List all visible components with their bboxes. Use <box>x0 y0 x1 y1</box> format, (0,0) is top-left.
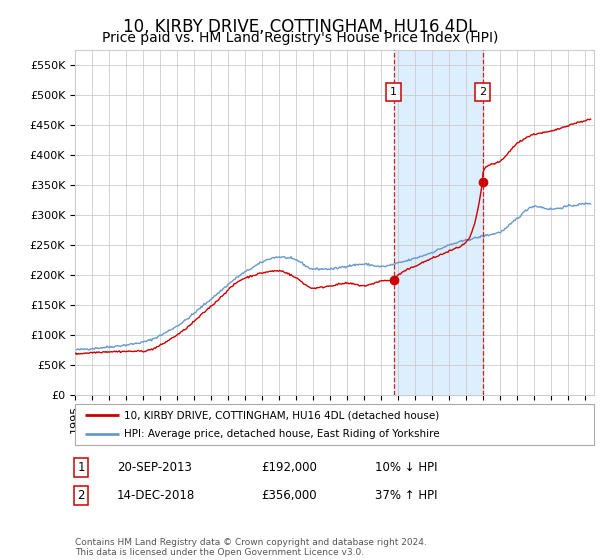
FancyBboxPatch shape <box>75 404 594 445</box>
Text: 2: 2 <box>479 87 486 97</box>
Text: 10, KIRBY DRIVE, COTTINGHAM, HU16 4DL (detached house): 10, KIRBY DRIVE, COTTINGHAM, HU16 4DL (d… <box>124 410 440 421</box>
Text: Price paid vs. HM Land Registry's House Price Index (HPI): Price paid vs. HM Land Registry's House … <box>102 31 498 45</box>
Text: 1: 1 <box>390 87 397 97</box>
Text: 1: 1 <box>77 461 85 474</box>
Text: 14-DEC-2018: 14-DEC-2018 <box>117 489 195 502</box>
Text: £356,000: £356,000 <box>261 489 317 502</box>
Text: £192,000: £192,000 <box>261 461 317 474</box>
Text: 37% ↑ HPI: 37% ↑ HPI <box>375 489 437 502</box>
Text: 10, KIRBY DRIVE, COTTINGHAM, HU16 4DL: 10, KIRBY DRIVE, COTTINGHAM, HU16 4DL <box>123 18 477 36</box>
Text: 2: 2 <box>77 489 85 502</box>
Text: 20-SEP-2013: 20-SEP-2013 <box>117 461 192 474</box>
Text: 10% ↓ HPI: 10% ↓ HPI <box>375 461 437 474</box>
Text: HPI: Average price, detached house, East Riding of Yorkshire: HPI: Average price, detached house, East… <box>124 429 440 439</box>
Bar <box>394 50 482 395</box>
Text: Contains HM Land Registry data © Crown copyright and database right 2024.
This d: Contains HM Land Registry data © Crown c… <box>75 538 427 557</box>
